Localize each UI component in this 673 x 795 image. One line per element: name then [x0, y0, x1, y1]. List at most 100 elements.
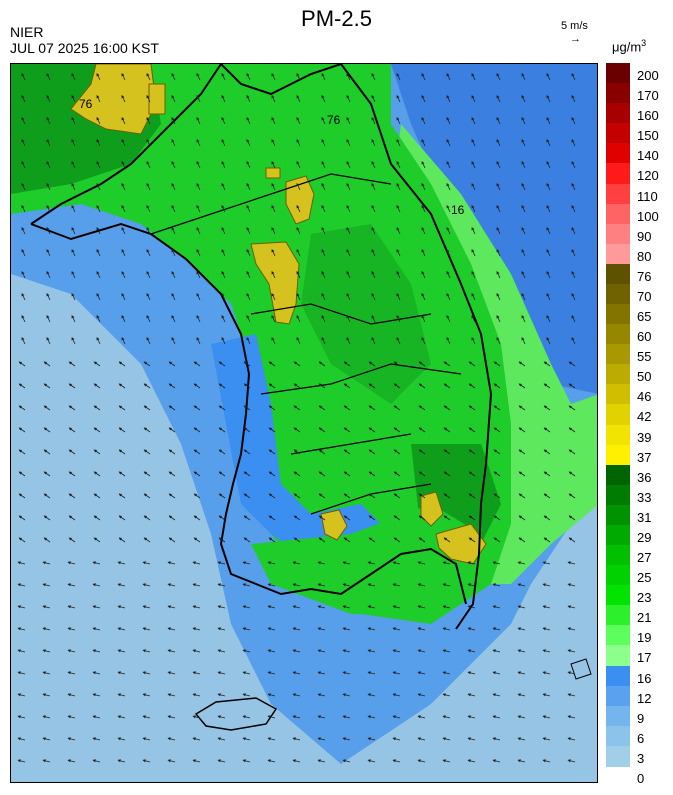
- wind-arrow-icon: [496, 138, 501, 147]
- wind-arrow-icon: [546, 116, 551, 125]
- wind-arrow-icon: [146, 138, 151, 147]
- hotspot-capital: [285, 175, 315, 225]
- wind-arrow-icon: [196, 314, 201, 323]
- wind-arrow-icon: [217, 561, 226, 565]
- color-legend-swatch: [606, 283, 630, 305]
- wind-arrow-icon: [146, 204, 151, 213]
- wind-arrow-icon: [317, 649, 326, 653]
- wind-arrow-icon: [71, 336, 76, 345]
- wind-arrow-icon: [567, 627, 576, 631]
- wind-arrow-icon: [496, 292, 501, 301]
- wind-arrow-icon: [193, 515, 201, 521]
- wind-arrow-icon: [367, 671, 376, 675]
- contour-label: 76: [79, 97, 93, 111]
- color-legend-label: 140: [637, 148, 659, 164]
- wind-arrow-icon: [296, 94, 301, 103]
- wind-arrow-icon: [271, 182, 276, 191]
- color-legend-swatch: [606, 725, 630, 747]
- wind-arrow-icon: [471, 292, 476, 301]
- wind-arrow-icon: [192, 671, 201, 675]
- wind-arrow-icon: [546, 138, 551, 147]
- wind-arrow-icon: [43, 515, 51, 521]
- wind-arrow-icon: [142, 583, 151, 587]
- wind-arrow-icon: [171, 72, 176, 81]
- wind-arrow-icon: [321, 314, 326, 323]
- wind-arrow-icon: [196, 336, 201, 345]
- wind-arrow-icon: [43, 537, 51, 543]
- wind-arrow-icon: [246, 336, 251, 345]
- wind-arrow-icon: [46, 182, 51, 191]
- wind-arrow-icon: [518, 427, 526, 433]
- wind-arrow-icon: [467, 693, 476, 697]
- wind-arrow-icon: [92, 693, 101, 697]
- wind-arrow-icon: [71, 314, 76, 323]
- wind-arrow-icon: [471, 314, 476, 323]
- wind-arrow-icon: [321, 270, 326, 279]
- wind-arrow-icon: [468, 405, 476, 411]
- wind-arrow-icon: [293, 427, 301, 433]
- color-legend-swatch: [606, 645, 630, 667]
- wind-arrow-icon: [96, 336, 101, 345]
- wind-arrow-icon: [467, 605, 476, 609]
- color-legend-label: 25: [637, 570, 652, 586]
- wind-arrow-icon: [443, 515, 451, 521]
- wind-arrow-icon: [342, 649, 351, 653]
- wind-arrow-icon: [268, 383, 276, 389]
- wind-arrow-icon: [321, 226, 326, 235]
- wind-arrow-icon: [192, 627, 201, 631]
- color-legend-swatch: [606, 464, 630, 486]
- color-legend-label: 46: [637, 389, 652, 405]
- wind-arrow-icon: [117, 605, 126, 609]
- color-legend-label: 70: [637, 288, 652, 304]
- wind-arrow-icon: [343, 537, 351, 543]
- color-legend-swatch: [606, 263, 630, 285]
- wind-arrow-icon: [492, 583, 501, 587]
- wind-arrow-icon: [371, 204, 376, 213]
- wind-arrow-icon: [271, 204, 276, 213]
- wind-arrow-icon: [321, 248, 326, 257]
- wind-arrow-icon: [343, 493, 351, 499]
- wind-arrow-icon: [368, 537, 376, 543]
- wind-arrow-icon: [546, 270, 551, 279]
- wind-arrow-icon: [217, 649, 226, 653]
- wind-arrow-icon: [292, 605, 301, 609]
- wind-arrow-icon: [421, 314, 426, 323]
- wind-arrow-icon: [196, 292, 201, 301]
- wind-arrow-icon: [392, 671, 401, 675]
- wind-arrow-icon: [117, 737, 126, 741]
- wind-arrow-icon: [221, 94, 226, 103]
- wind-arrow-icon: [46, 336, 51, 345]
- wind-arrow-icon: [292, 715, 301, 719]
- wind-arrow-icon: [142, 561, 151, 565]
- wind-arrow-icon: [42, 627, 51, 631]
- wind-arrow-icon: [118, 383, 126, 389]
- wind-arrow-icon: [492, 737, 501, 741]
- wind-arrow-icon: [167, 627, 176, 631]
- wind-arrow-icon: [246, 314, 251, 323]
- wind-arrow-icon: [521, 72, 526, 81]
- wind-arrow-icon: [96, 182, 101, 191]
- wind-arrow-icon: [568, 493, 576, 499]
- wind-arrow-icon: [543, 427, 551, 433]
- wind-arrow-icon: [71, 226, 76, 235]
- wind-arrow-icon: [42, 759, 51, 763]
- wind-arrow-icon: [293, 383, 301, 389]
- wind-arrow-icon: [171, 182, 176, 191]
- wind-arrow-icon: [68, 515, 76, 521]
- wind-arrow-icon: [293, 493, 301, 499]
- wind-arrow-icon: [117, 627, 126, 631]
- pm25-map: 76 76 16: [10, 63, 598, 783]
- wind-arrow-icon: [21, 182, 26, 191]
- wind-arrow-icon: [43, 405, 51, 411]
- wind-arrow-icon: [92, 759, 101, 763]
- wind-arrow-icon: [421, 160, 426, 169]
- wind-arrow-icon: [542, 649, 551, 653]
- wind-arrow-icon: [292, 693, 301, 697]
- wind-arrow-icon: [142, 671, 151, 675]
- wind-arrow-icon: [96, 204, 101, 213]
- wind-arrow-icon: [242, 671, 251, 675]
- wind-arrow-icon: [221, 248, 226, 257]
- wind-arrow-icon: [146, 160, 151, 169]
- color-legend-swatch: [606, 484, 630, 506]
- wind-arrow-icon: [192, 605, 201, 609]
